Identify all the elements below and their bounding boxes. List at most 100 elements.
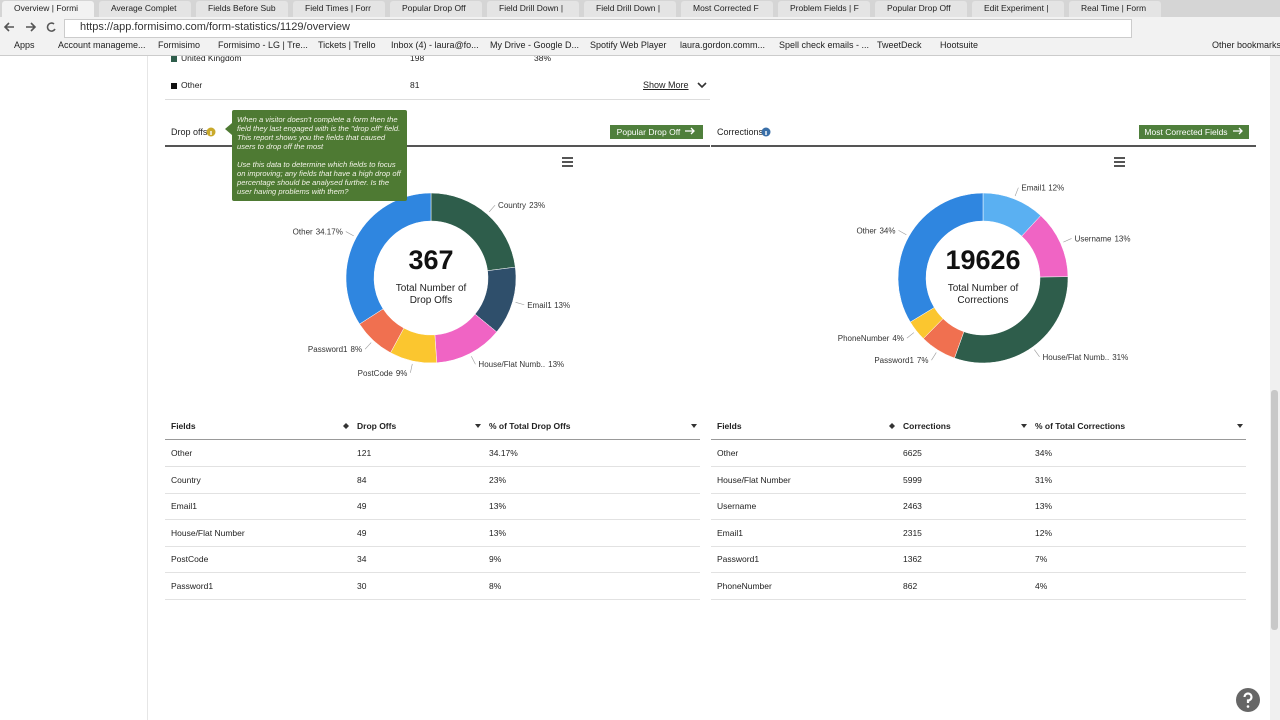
nav-buttons[interactable] xyxy=(0,17,70,38)
table-header[interactable]: % of Total Corrections xyxy=(1035,421,1126,431)
tab[interactable] xyxy=(99,1,191,17)
chevron[interactable] xyxy=(697,81,707,89)
menu-icon-bar[interactable] xyxy=(562,157,573,159)
slice-label: Password1 8% xyxy=(308,345,362,354)
tab-title[interactable]: Overview | Formi xyxy=(14,3,79,13)
table-header[interactable]: Drop Offs xyxy=(357,421,397,431)
sort-icon[interactable] xyxy=(343,423,349,429)
panel-button[interactable]: Popular Drop Off xyxy=(610,125,703,139)
sort-icon[interactable] xyxy=(691,423,697,429)
tab[interactable] xyxy=(778,1,870,17)
bookmark[interactable]: Hootsuite xyxy=(940,40,979,50)
table-cell: 84 xyxy=(357,474,367,485)
tab[interactable] xyxy=(875,1,967,17)
tab[interactable] xyxy=(390,1,482,17)
slice-name: Email1 xyxy=(527,301,552,310)
help-button[interactable] xyxy=(1236,688,1260,712)
tab-title[interactable]: Fields Before Sub xyxy=(208,3,276,13)
tab[interactable] xyxy=(584,1,676,17)
table-cell: PostCode xyxy=(171,554,209,565)
table-cell: Other xyxy=(717,448,739,458)
tab[interactable] xyxy=(487,1,579,17)
table-cell: 2463 xyxy=(903,501,922,512)
slice-name: Other xyxy=(856,226,876,235)
bookmark[interactable]: Spell check emails - ... xyxy=(779,40,870,50)
scrollbar-thumb[interactable] xyxy=(1271,390,1278,630)
sort-icon[interactable] xyxy=(475,423,481,429)
table-header[interactable]: Corrections xyxy=(903,421,951,431)
table-header[interactable]: Fields xyxy=(717,421,742,431)
tab-title[interactable]: Most Corrected F xyxy=(693,3,759,13)
slice-label: House/Flat Numb.. 13% xyxy=(478,360,564,369)
bookmark[interactable]: Apps xyxy=(14,40,35,50)
table-cell: Password1 xyxy=(717,554,760,565)
sort-icon[interactable] xyxy=(889,423,895,429)
button-label[interactable]: Most Corrected Fields xyxy=(1144,127,1228,137)
show-more[interactable]: Show More xyxy=(643,80,689,90)
table-cell: 34 xyxy=(357,554,367,565)
sort-glyph xyxy=(691,424,697,428)
info-icon[interactable] xyxy=(206,127,216,137)
bookmark[interactable]: Formisimo xyxy=(158,40,200,50)
tooltip: When a visitor doesn't complete a form t… xyxy=(232,110,407,201)
leader-line xyxy=(931,352,937,361)
tab-title[interactable]: Edit Experiment | xyxy=(984,3,1049,13)
address-bar[interactable] xyxy=(64,19,1132,38)
bookmark[interactable]: Account manageme... xyxy=(58,40,146,50)
menu-icon-bar[interactable] xyxy=(562,165,573,167)
tab[interactable] xyxy=(293,1,385,17)
tab-title[interactable]: Average Complet xyxy=(111,3,177,13)
info-icon[interactable] xyxy=(761,127,771,137)
tab[interactable] xyxy=(2,1,94,17)
row-rule xyxy=(711,492,1246,494)
tab-title[interactable]: Problem Fields | F xyxy=(790,3,859,13)
tab-title[interactable]: Real Time | Form xyxy=(1081,3,1147,13)
table-header[interactable]: Fields xyxy=(171,421,196,431)
leader-line xyxy=(1063,238,1072,243)
table-cell: Country xyxy=(171,474,201,485)
table-cell: 12% xyxy=(1035,527,1053,538)
sort-icon[interactable] xyxy=(1237,423,1243,429)
tab-title[interactable]: Popular Drop Off xyxy=(887,3,951,13)
bookmark[interactable]: TweetDeck xyxy=(877,40,922,50)
arrow-icon[interactable] xyxy=(1232,127,1244,135)
menu-icon-bar[interactable] xyxy=(562,161,573,163)
slice-value: 34.17% xyxy=(316,228,343,237)
bookmark[interactable]: Inbox (4) - laura@fo... xyxy=(391,40,479,50)
menu-icon-bar[interactable] xyxy=(1114,157,1125,159)
button-label[interactable]: Popular Drop Off xyxy=(616,127,681,137)
slice-label: Email1 13% xyxy=(527,301,570,310)
bookmark[interactable]: Tickets | Trello xyxy=(318,40,376,50)
bookmark[interactable]: Formisimo - LG | Tre... xyxy=(218,40,308,50)
tab[interactable] xyxy=(972,1,1064,17)
bookmark[interactable]: My Drive - Google D... xyxy=(490,40,580,50)
sort-icon[interactable] xyxy=(1021,423,1027,429)
table-cell: 8% xyxy=(489,581,502,591)
slice-name: House/Flat Numb.. xyxy=(478,360,545,369)
tab-title[interactable]: Field Drill Down | xyxy=(499,3,564,13)
arrow-icon[interactable] xyxy=(684,127,696,135)
url[interactable]: https://app.formisimo.com/form-statistic… xyxy=(80,21,350,33)
tab-title[interactable]: Field Drill Down | xyxy=(596,3,661,13)
table-cell: 862 xyxy=(903,581,918,591)
table-rule xyxy=(711,439,1246,440)
tab-title[interactable]: Popular Drop Off xyxy=(402,3,466,13)
table-cell: 7% xyxy=(1035,554,1048,565)
menu-icon-bar[interactable] xyxy=(1114,165,1125,167)
donut-slice xyxy=(897,192,984,323)
tab-title[interactable]: Field Times | Forr xyxy=(305,3,371,13)
table-cell: 9% xyxy=(489,554,502,565)
table-cell: PhoneNumber xyxy=(717,581,772,591)
panel-button[interactable]: Most Corrected Fields xyxy=(1139,125,1249,139)
bookmark[interactable]: Other bookmarks xyxy=(1212,40,1280,50)
table-cell: 38% xyxy=(534,53,552,63)
bookmark[interactable]: Spotify Web Player xyxy=(590,40,667,50)
menu-icon-bar[interactable] xyxy=(1114,161,1125,163)
tab[interactable] xyxy=(1069,1,1161,17)
bookmark[interactable]: laura.gordon.comm... xyxy=(680,40,766,50)
table-header[interactable]: % of Total Drop Offs xyxy=(489,421,571,431)
tab[interactable] xyxy=(681,1,773,17)
slice-label: Email1 12% xyxy=(1021,184,1064,193)
row-rule xyxy=(711,519,1246,521)
tab[interactable] xyxy=(196,1,288,17)
